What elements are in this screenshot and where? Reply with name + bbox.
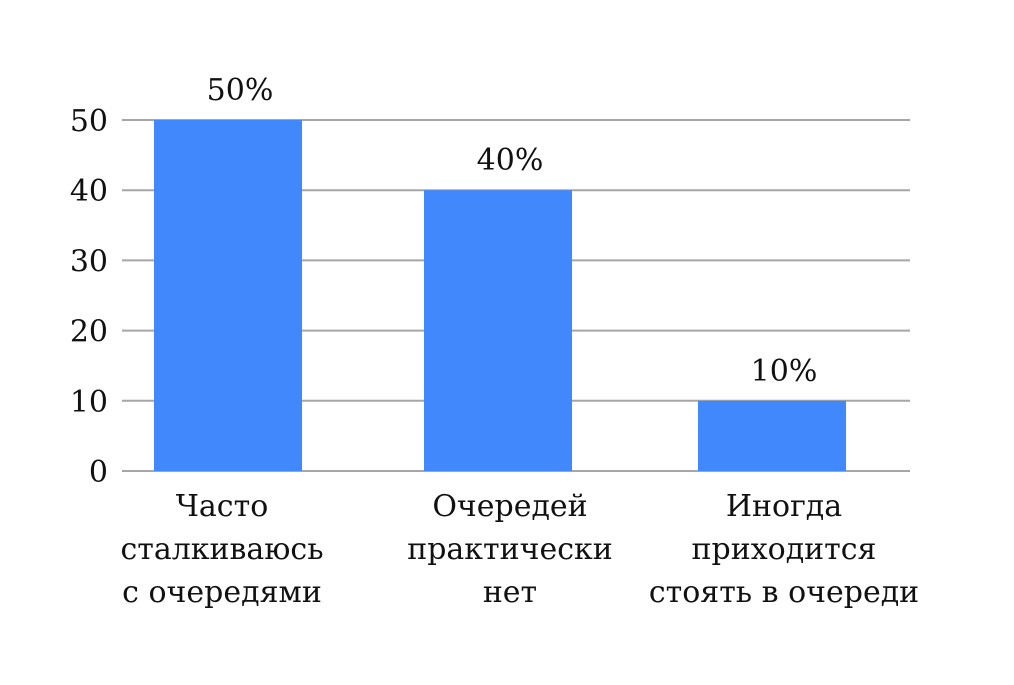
category-label-line: с очередями xyxy=(122,575,322,610)
category-label-3: Иногда приходится стоять в очереди xyxy=(649,489,919,610)
category-label-line: практически xyxy=(407,532,613,567)
category-label-1: Часто сталкиваюсь с очередями xyxy=(120,489,323,610)
y-tick-label: 50 xyxy=(70,104,108,139)
data-labels: 50% 40% 10% xyxy=(207,73,818,389)
bar-1 xyxy=(154,120,302,471)
data-label-3: 10% xyxy=(751,354,818,389)
y-axis-ticks: 0 10 20 30 40 50 xyxy=(70,104,108,490)
category-label-2: Очередей практически нет xyxy=(407,489,613,610)
category-labels: Часто сталкиваюсь с очередями Очередей практ… xyxy=(120,489,919,610)
category-label-line: Часто xyxy=(176,489,269,524)
bar-2 xyxy=(424,190,572,471)
category-label-line: Очередей xyxy=(432,489,587,524)
category-label-line: нет xyxy=(483,575,537,610)
category-label-line: приходится xyxy=(692,532,877,567)
bars xyxy=(154,120,846,471)
y-tick-label: 20 xyxy=(70,315,108,350)
category-label-line: Иногда xyxy=(726,489,842,524)
y-tick-label: 10 xyxy=(70,385,108,420)
data-label-2: 40% xyxy=(477,143,544,178)
category-label-line: стоять в очереди xyxy=(649,575,919,610)
y-tick-label: 40 xyxy=(70,174,108,209)
bar-3 xyxy=(698,400,846,471)
y-tick-label: 30 xyxy=(70,244,108,279)
category-label-line: сталкиваюсь xyxy=(120,532,323,567)
data-label-1: 50% xyxy=(207,73,274,108)
y-tick-label: 0 xyxy=(89,455,108,490)
